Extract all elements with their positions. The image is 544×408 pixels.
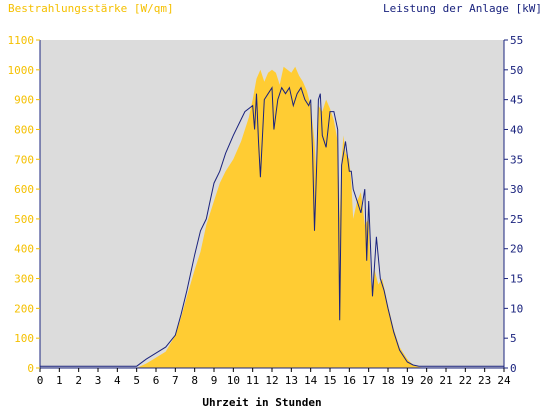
x-tick-label: 22 — [459, 374, 472, 387]
x-tick-label: 0 — [37, 374, 44, 387]
left-y-tick-label: 800 — [14, 123, 34, 136]
x-tick-label: 1 — [56, 374, 63, 387]
x-axis: 0 1 2 3 4 5 6 7 8 9 10 11 12 13 14 15 16 17 18 19 20 21 22 23 24 — [37, 368, 511, 387]
left-y-tick-label: 100 — [14, 332, 34, 345]
left-y-axis: 0 100 200 300 400 500 600 700 800 900 1000 1100 — [8, 34, 40, 375]
x-tick-label: 15 — [323, 374, 336, 387]
right-y-tick-label: 50 — [510, 64, 523, 77]
x-tick-label: 12 — [265, 374, 278, 387]
right-y-tick-label: 55 — [510, 34, 523, 47]
x-tick-label: 4 — [114, 374, 121, 387]
left-axis-title: Bestrahlungsstärke [W/qm] — [8, 2, 174, 15]
right-axis-title: Leistung der Anlage [kW] — [383, 2, 542, 15]
right-y-tick-label: 10 — [510, 302, 523, 315]
x-tick-label: 18 — [381, 374, 394, 387]
right-y-tick-label: 35 — [510, 153, 523, 166]
x-tick-label: 10 — [227, 374, 240, 387]
right-y-tick-label: 45 — [510, 94, 523, 107]
x-tick-label: 21 — [439, 374, 452, 387]
right-y-tick-label: 20 — [510, 243, 523, 256]
right-y-tick-label: 25 — [510, 213, 523, 226]
left-y-tick-label: 200 — [14, 302, 34, 315]
left-y-tick-label: 0 — [27, 362, 34, 375]
x-tick-label: 14 — [304, 374, 318, 387]
x-tick-label: 19 — [401, 374, 414, 387]
x-tick-label: 2 — [75, 374, 82, 387]
left-y-tick-label: 400 — [14, 243, 34, 256]
x-tick-label: 11 — [246, 374, 259, 387]
x-tick-label: 13 — [285, 374, 298, 387]
right-y-tick-label: 5 — [510, 332, 517, 345]
x-axis-label: Uhrzeit in Stunden — [202, 396, 321, 408]
left-y-tick-label: 1000 — [8, 64, 35, 77]
power-line — [40, 86, 504, 367]
x-tick-label: 17 — [362, 374, 375, 387]
left-y-tick-label: 900 — [14, 94, 34, 107]
left-y-tick-label: 500 — [14, 213, 34, 226]
right-y-tick-label: 40 — [510, 123, 523, 136]
x-tick-label: 16 — [343, 374, 356, 387]
left-y-tick-label: 300 — [14, 273, 34, 286]
right-y-axis: 0 5 10 15 20 25 30 35 40 45 50 55 — [504, 34, 523, 375]
right-y-tick-label: 15 — [510, 273, 523, 286]
left-y-tick-label: 600 — [14, 183, 34, 196]
right-y-tick-label: 30 — [510, 183, 523, 196]
x-tick-label: 3 — [95, 374, 102, 387]
left-y-tick-label: 700 — [14, 153, 34, 166]
x-tick-label: 8 — [191, 374, 198, 387]
x-tick-label: 6 — [153, 374, 160, 387]
right-y-tick-label: 0 — [510, 362, 517, 375]
irradiance-area — [40, 66, 504, 369]
left-y-tick-label: 1100 — [8, 34, 35, 47]
x-tick-label: 5 — [133, 374, 140, 387]
x-tick-label: 20 — [420, 374, 433, 387]
x-tick-label: 7 — [172, 374, 179, 387]
x-tick-label: 24 — [497, 374, 511, 387]
x-tick-label: 23 — [478, 374, 491, 387]
x-tick-label: 9 — [211, 374, 218, 387]
